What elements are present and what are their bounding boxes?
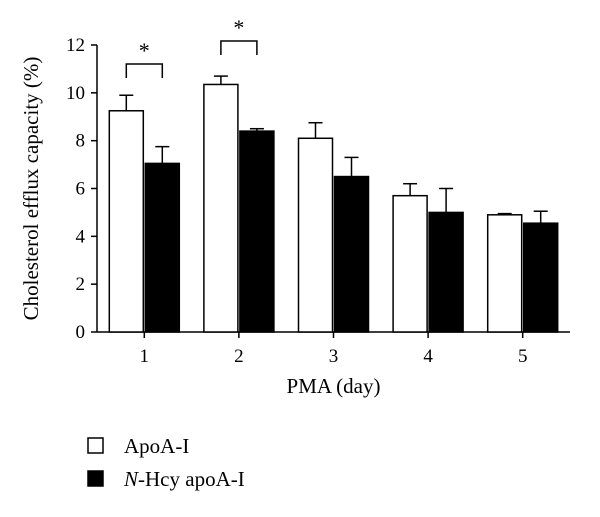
y-tick-label: 10 (66, 83, 85, 104)
bar (203, 83, 239, 333)
y-tick-label: 8 (76, 131, 86, 152)
legend-label-prefix: N (123, 467, 139, 491)
significance-markers: ** (125, 15, 258, 78)
bar (428, 211, 464, 333)
significance-star: * (233, 15, 244, 40)
bar (522, 222, 559, 333)
bar (392, 194, 428, 333)
x-ticks: 1 2 3 4 5 (140, 332, 528, 367)
legend-label-joiner: -Hcy (138, 467, 185, 491)
x-tick-label: 2 (234, 346, 244, 367)
bar (486, 214, 523, 333)
bar (297, 137, 334, 333)
significance-bracket (125, 63, 164, 78)
y-tick-label: 12 (66, 35, 85, 56)
y-tick-label: 2 (76, 274, 86, 295)
legend-swatch-apoa-i (87, 437, 104, 454)
significance-star: * (139, 38, 150, 63)
legend-swatch-n-hcy-apoa-i (87, 470, 104, 487)
legend-item-apoa-i: ApoA-I (87, 434, 189, 458)
significance-bracket (220, 40, 258, 55)
bar (239, 130, 275, 333)
x-tick-label: 3 (329, 346, 339, 367)
x-axis-title: PMA (day) (287, 374, 381, 398)
bar (108, 110, 145, 333)
x-tick-label: 4 (423, 346, 433, 367)
legend-label-apoa-i: ApoA-I (124, 434, 189, 458)
legend-label-n-hcy-apoa-i: N-Hcy apoA-I (123, 467, 245, 491)
x-tick-label: 1 (140, 346, 150, 367)
x-tick-label: 5 (518, 346, 528, 367)
legend-label-name: apoA-I (185, 467, 244, 491)
y-ticks: 0 2 4 6 8 10 12 (66, 35, 97, 343)
bars (108, 75, 559, 333)
bar (144, 162, 181, 333)
legend-item-n-hcy-apoa-i: N-Hcy apoA-I (87, 467, 245, 491)
y-tick-label: 6 (76, 179, 86, 200)
y-tick-label: 4 (76, 226, 86, 247)
bar (333, 175, 370, 333)
legend: ApoA-I N-Hcy apoA-I (87, 434, 245, 491)
y-tick-label: 0 (76, 322, 86, 343)
y-axis-title: Cholesterol efflux capacity (%) (19, 57, 43, 321)
